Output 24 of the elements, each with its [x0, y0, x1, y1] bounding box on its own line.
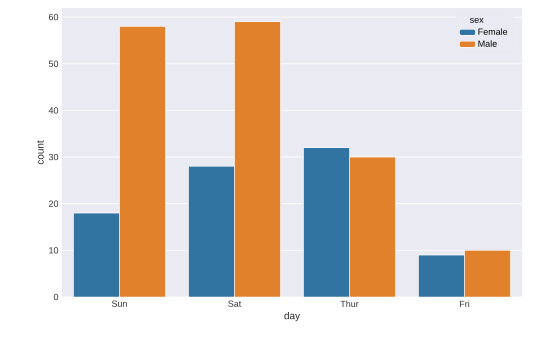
x-tick-label: Fri — [460, 300, 470, 308]
legend-label: Female — [478, 28, 508, 35]
y-tick-label: 20 — [48, 200, 58, 207]
bar — [188, 166, 235, 297]
bar — [349, 156, 396, 297]
y-tick-label: 50 — [48, 60, 58, 67]
x-axis-title: day — [284, 312, 300, 322]
x-tick-label: Thur — [340, 300, 359, 308]
bar — [464, 250, 511, 297]
bar — [303, 147, 350, 297]
y-axis-title: count — [37, 140, 44, 164]
bar — [120, 26, 166, 297]
bar — [234, 21, 281, 297]
y-tick-label: 30 — [48, 154, 58, 160]
legend-title: sex — [470, 18, 484, 23]
x-tick-label: Sat — [228, 300, 242, 307]
bar — [418, 254, 465, 297]
y-tick-label: 10 — [49, 247, 58, 254]
legend-label: Male — [478, 40, 497, 47]
bar — [74, 213, 120, 297]
y-tick-label: 60 — [48, 14, 58, 20]
y-tick-label: 0 — [54, 294, 58, 300]
x-tick-label: Sun — [112, 300, 127, 307]
y-tick-label: 40 — [48, 107, 58, 114]
